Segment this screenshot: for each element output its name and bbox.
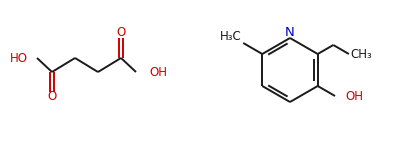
Text: O: O (47, 90, 57, 102)
Text: CH₃: CH₃ (350, 48, 372, 60)
Text: OH: OH (149, 66, 167, 78)
Text: O: O (116, 27, 126, 39)
Text: N: N (285, 27, 295, 39)
Text: HO: HO (10, 51, 28, 64)
Text: H₃C: H₃C (220, 30, 241, 42)
Text: OH: OH (345, 90, 363, 102)
